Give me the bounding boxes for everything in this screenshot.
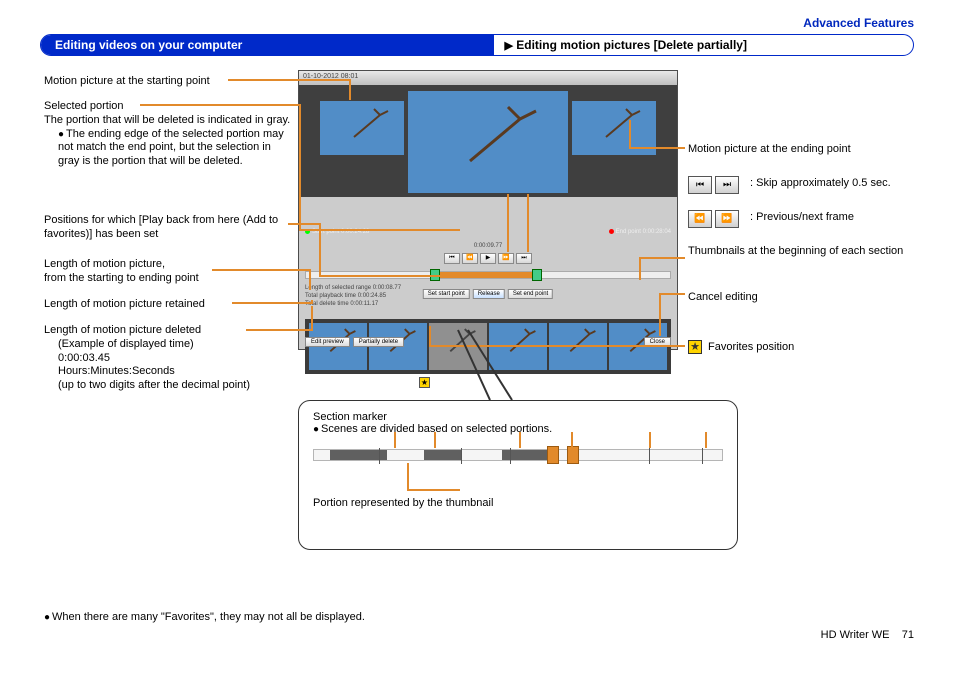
favorite-star-icon: ★ [688, 340, 702, 354]
callout-starting-point: Motion picture at the starting point [44, 75, 294, 89]
info-delete-time: Total delete time 0:00:11.17 [305, 301, 401, 307]
callout-frame: ⏪ ⏩ : Previous/next frame [688, 210, 918, 228]
skip-back-icon: ⏮ [688, 176, 712, 194]
marker-divider [649, 448, 650, 464]
editor-timeline[interactable] [305, 271, 671, 279]
callout-favorites: ★ Favorites position [688, 340, 918, 354]
timeline-selected-range [430, 272, 532, 278]
marker-seg [424, 450, 461, 460]
skip-fwd-icon: ⏭ [715, 176, 739, 194]
btn-frame-back[interactable]: ⏪ [462, 253, 478, 264]
callout-example-note: (up to two digits after the decimal poin… [44, 379, 294, 393]
triangle-icon: ▶ [504, 40, 512, 52]
marker-divider [702, 448, 703, 464]
title-left: Editing videos on your computer [41, 35, 494, 55]
btn-release[interactable]: Release [473, 289, 505, 299]
callout-example-label: (Example of displayed time) [44, 338, 294, 352]
callout-frame-text: : Previous/next frame [742, 210, 918, 224]
section-marker-title: Section marker [313, 411, 723, 423]
editor-action-buttons: Set start point Release Set end point [423, 289, 553, 299]
preview-end-thumb [572, 101, 656, 155]
marker-knob [547, 446, 559, 464]
callout-length-retained: Length of motion picture retained [44, 298, 294, 312]
info-playback-time: Total playback time 0:00:24.85 [305, 293, 401, 299]
btn-edit-preview[interactable]: Edit preview [305, 337, 350, 347]
section-marker-track [313, 449, 723, 461]
title-right: ▶ Editing motion pictures [Delete partia… [494, 35, 757, 55]
btn-play[interactable]: ▶ [480, 253, 496, 264]
btn-skip-fwd[interactable]: ⏭ [516, 253, 532, 264]
editor-preview-row [299, 85, 677, 197]
btn-skip-back[interactable]: ⏮ [444, 253, 460, 264]
page-footer-number: 71 [902, 629, 914, 641]
page-footer: HD Writer WE 71 [821, 629, 914, 641]
callout-skip-text: : Skip approximately 0.5 sec. [742, 176, 918, 190]
callout-example-fmt: Hours:Minutes:Seconds [44, 365, 294, 379]
page-footer-app: HD Writer WE [821, 629, 890, 641]
frame-back-icon: ⏪ [688, 210, 712, 228]
callout-selected-label: Selected portion [44, 100, 294, 114]
editor-center-time: 0:00:09.77 [474, 243, 502, 249]
callout-ending-point: Motion picture at the ending point [688, 142, 918, 156]
marker-knob [567, 446, 579, 464]
btn-partially-delete[interactable]: Partially delete [353, 337, 404, 347]
callout-selected-note: The portion that will be deleted is indi… [44, 114, 294, 128]
caption-end-point: End point 0:00:28:04 [609, 229, 671, 235]
btn-set-end-point[interactable]: Set end point [508, 289, 553, 299]
btn-set-start-point[interactable]: Set start point [423, 289, 470, 299]
callout-positions: Positions for which [Play back from here… [44, 214, 294, 242]
btn-frame-fwd[interactable]: ⏩ [498, 253, 514, 264]
section-marker-sub: ●Scenes are divided based on selected po… [313, 423, 723, 435]
frame-fwd-icon: ⏩ [715, 210, 739, 228]
section-marker-callout: Section marker ●Scenes are divided based… [298, 400, 738, 550]
editor-titlebar: 01-10-2012 08:01 [299, 71, 677, 85]
callout-thumbs: Thumbnails at the beginning of each sect… [688, 244, 918, 258]
btn-close[interactable]: Close [644, 337, 671, 347]
title-bar: Editing videos on your computer ▶ Editin… [40, 34, 914, 56]
callout-selected-bullet: ●The ending edge of the selected portion… [44, 128, 294, 169]
marker-divider [379, 448, 380, 464]
caption-start-point: Start point 0:00:24:28 [305, 229, 369, 235]
callout-skip: ⏮ ⏭ : Skip approximately 0.5 sec. [688, 176, 918, 194]
callout-length-deleted-label: Length of motion picture deleted [44, 324, 294, 338]
callout-selected-bullet-text: The ending edge of the selected portion … [58, 128, 284, 168]
callout-length-full: Length of motion picture, from the start… [44, 258, 294, 286]
callout-selected-portion: Selected portion The portion that will b… [44, 100, 294, 169]
filmstrip-favorite-marker: ★ [419, 377, 430, 388]
preview-start-thumb [320, 101, 404, 155]
header-advanced-features[interactable]: Advanced Features [803, 16, 914, 30]
editor-window: 01-10-2012 08:01 Start point 0:00:24:28 … [298, 70, 678, 350]
footnote-text: When there are many "Favorites", they ma… [52, 611, 365, 623]
timeline-start-handle[interactable] [430, 269, 440, 281]
callout-length-deleted: Length of motion picture deleted (Exampl… [44, 324, 294, 393]
editor-playback-controls: ⏮ ⏪ ▶ ⏩ ⏭ [444, 253, 532, 264]
timeline-end-handle[interactable] [532, 269, 542, 281]
callout-example-time: 0:00:03.45 [44, 352, 294, 366]
section-marker-portion-label: Portion represented by the thumbnail [313, 497, 723, 509]
callout-favorites-text: Favorites position [708, 341, 794, 353]
callout-cancel: Cancel editing [688, 290, 918, 304]
footnote: ●When there are many "Favorites", they m… [44, 611, 365, 623]
marker-divider [510, 448, 511, 464]
info-selected-range: Length of selected range 0:00:08.77 [305, 285, 401, 291]
marker-divider [461, 448, 462, 464]
editor-footer: Edit preview Partially delete Close [305, 337, 671, 347]
title-right-text: Editing motion pictures [Delete partiall… [516, 38, 747, 52]
preview-main-thumb [408, 91, 568, 193]
section-marker-sub-text: Scenes are divided based on selected por… [321, 423, 552, 435]
